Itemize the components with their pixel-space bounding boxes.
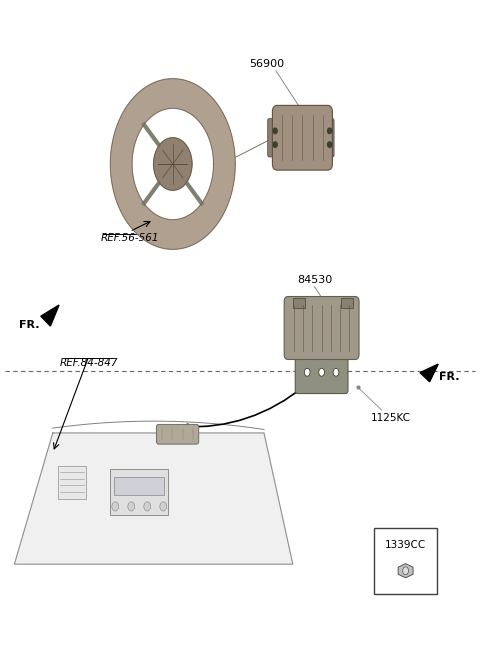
Polygon shape bbox=[398, 564, 413, 578]
FancyBboxPatch shape bbox=[268, 119, 280, 157]
FancyBboxPatch shape bbox=[284, 297, 359, 359]
FancyBboxPatch shape bbox=[322, 119, 334, 157]
Polygon shape bbox=[41, 305, 59, 326]
Polygon shape bbox=[154, 138, 192, 190]
Polygon shape bbox=[110, 79, 235, 249]
Bar bbox=[374, 528, 437, 594]
Bar bbox=[114, 477, 164, 495]
Circle shape bbox=[327, 128, 332, 134]
Circle shape bbox=[112, 502, 119, 511]
Circle shape bbox=[304, 369, 310, 377]
Circle shape bbox=[403, 567, 408, 575]
Text: REF.56-561: REF.56-561 bbox=[100, 233, 159, 243]
Text: 56900: 56900 bbox=[249, 59, 284, 69]
Circle shape bbox=[273, 142, 277, 148]
Text: REF.84-847: REF.84-847 bbox=[60, 358, 118, 367]
Bar bbox=[110, 469, 168, 515]
Circle shape bbox=[273, 128, 277, 134]
Circle shape bbox=[327, 142, 332, 148]
FancyBboxPatch shape bbox=[295, 351, 348, 394]
Polygon shape bbox=[420, 364, 438, 382]
Circle shape bbox=[144, 502, 151, 511]
Text: FR.: FR. bbox=[439, 372, 460, 382]
Bar bbox=[293, 298, 305, 308]
Bar bbox=[341, 298, 353, 308]
Text: FR.: FR. bbox=[19, 319, 40, 330]
Text: 1125KC: 1125KC bbox=[371, 413, 411, 423]
Circle shape bbox=[128, 502, 134, 511]
FancyBboxPatch shape bbox=[272, 106, 332, 170]
FancyBboxPatch shape bbox=[156, 424, 199, 444]
Circle shape bbox=[333, 369, 339, 377]
Circle shape bbox=[319, 369, 324, 377]
Circle shape bbox=[160, 502, 167, 511]
Polygon shape bbox=[14, 433, 293, 564]
Bar bbox=[58, 466, 86, 499]
Text: 84530: 84530 bbox=[297, 276, 332, 285]
Text: 1339CC: 1339CC bbox=[385, 540, 426, 550]
